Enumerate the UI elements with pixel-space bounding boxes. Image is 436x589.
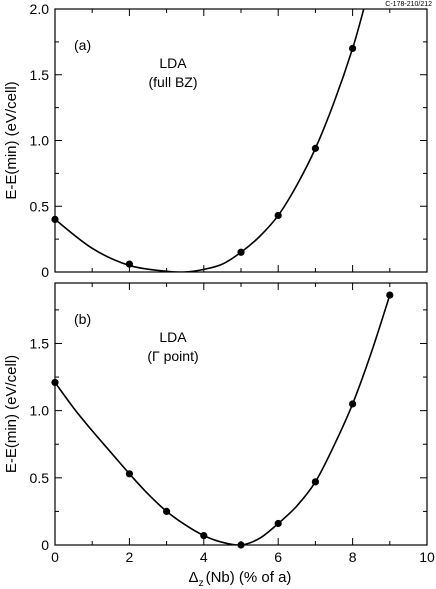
panel-b-x-tick-label: 0 (51, 549, 59, 565)
panel-b-annotation-line: LDA (159, 329, 187, 345)
panel-a-fit-curve (55, 9, 365, 272)
panel-b-y-tick-label: 0.5 (30, 470, 50, 486)
panel-a-y-tick-label: 1.0 (30, 133, 50, 149)
panel-b-x-tick-label: 2 (126, 549, 134, 565)
x-axis-title-delta: Δ (189, 569, 199, 586)
panel-b: 0 2 4 6 8 10 0 0.5 1.0 1.5 E-E(min) (eV/cell) (b) LD… (3, 282, 435, 565)
panel-a-label: (a) (74, 37, 91, 53)
panel-a-data-point (125, 260, 133, 268)
panel-a-data-point (237, 248, 245, 256)
panel-b-label: (b) (74, 311, 91, 327)
panel-a-data-point (349, 44, 357, 53)
panel-a-annotation-line: (full BZ) (149, 74, 198, 90)
panel-a-data-point (274, 211, 282, 220)
panel-b-x-tick-label: 6 (274, 549, 282, 565)
figure-id-stamp: C-178-210/212 (385, 1, 432, 8)
panel-b-x-tick-label: 4 (200, 549, 208, 565)
panel-b-y-tick-label: 0 (41, 537, 49, 553)
panel-b-data-point (163, 507, 171, 516)
panel-b-x-tick-label: 10 (419, 549, 435, 565)
panel-a-y-tick-label: 1.5 (30, 67, 50, 83)
panel-b-fit-curve (55, 294, 391, 545)
panel-b-y-axis-title: E-E(min) (eV/cell) (3, 355, 20, 473)
panel-b-data-point (349, 400, 357, 408)
panel-a-data-point (311, 144, 319, 152)
panel-a-data-point (51, 215, 59, 223)
panel-b-data-point (237, 541, 245, 549)
panel-a-y-tick-label: 0 (41, 264, 49, 280)
panel-b-data-point (51, 378, 59, 387)
panel-b-data-point (311, 478, 319, 486)
panel-b-annotation-line: (Γ point) (147, 348, 198, 364)
panel-b-x-tick-label: 8 (349, 549, 357, 565)
panel-b-y-tick-label: 1.5 (30, 335, 50, 351)
panel-b-y-tick-label: 1.0 (30, 403, 50, 419)
panel-b-data-point (125, 470, 133, 478)
panel-a: 0 0.5 1.0 1.5 2.0 E-E(min) (eV/cell) (a) LDA (fu… (3, 1, 428, 280)
panel-b-data-point (200, 531, 208, 540)
panel-a-annotation-line: LDA (159, 55, 187, 71)
panel-a-y-tick-label: 2.0 (30, 1, 50, 17)
panel-b-plot-frame (54, 282, 428, 546)
panel-b-data-point (274, 519, 282, 528)
panel-a-y-axis-title: E-E(min) (eV/cell) (3, 81, 20, 199)
panel-a-y-tick-label: 0.5 (30, 198, 50, 214)
x-axis-title: Δz (Nb) (% of a) (189, 569, 292, 589)
panel-b-data-point (386, 291, 394, 299)
panel-a-plot-frame (54, 8, 428, 273)
x-axis-title-rest: (Nb) (% of a) (206, 569, 292, 586)
x-axis-title-subscript: z (199, 578, 204, 589)
